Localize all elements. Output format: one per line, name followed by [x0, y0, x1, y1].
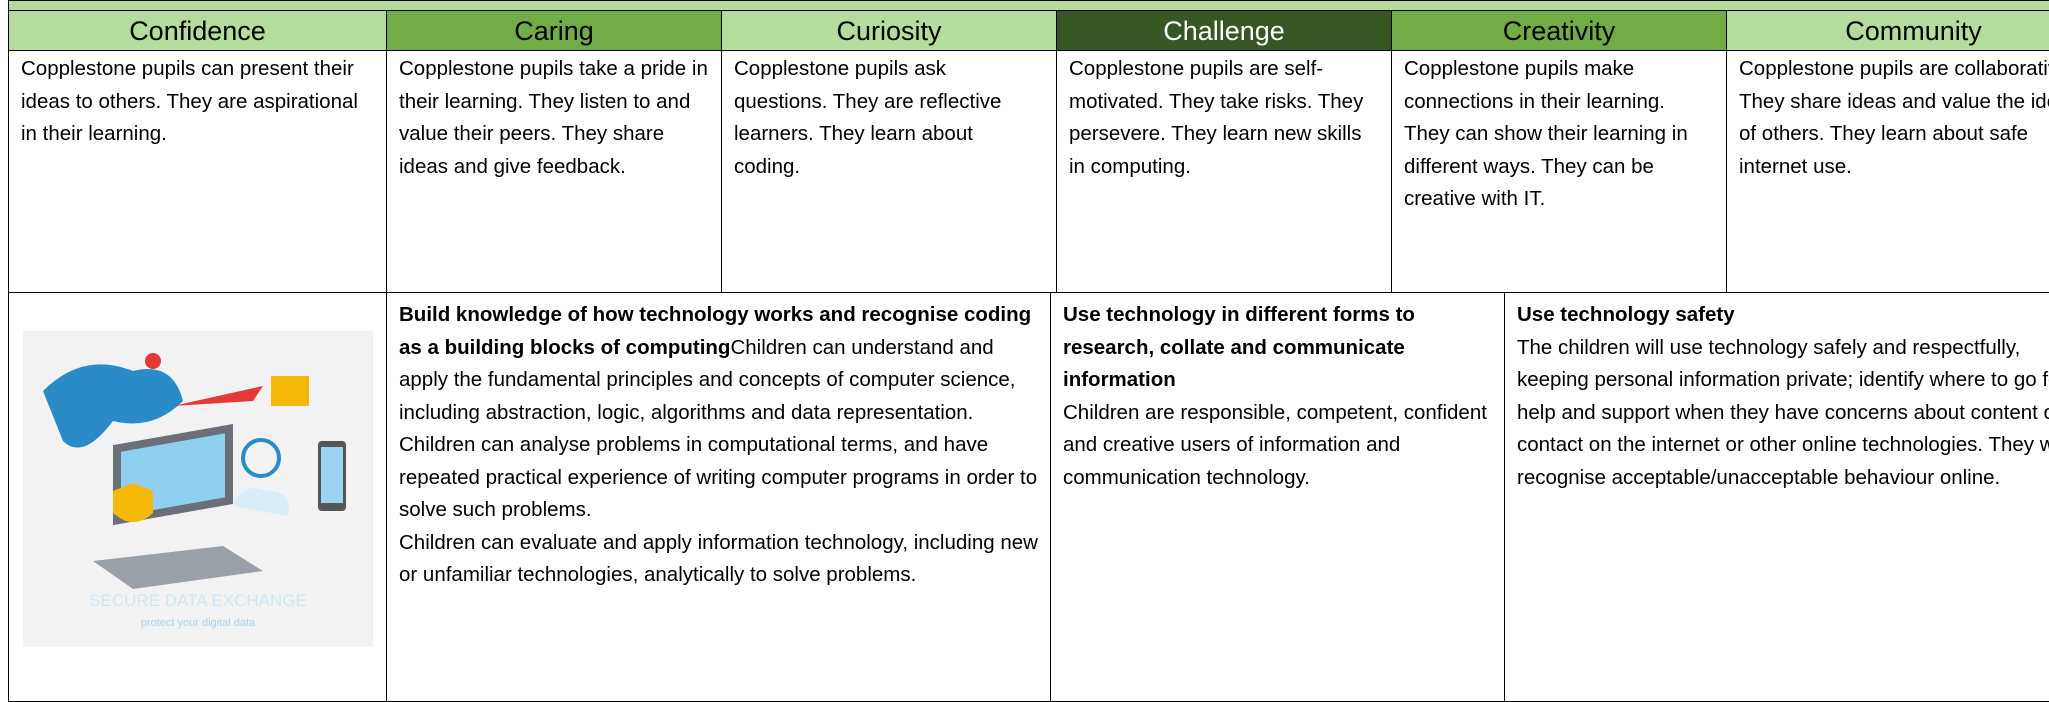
value-header: Confidence — [8, 10, 387, 51]
value-header: Community — [1726, 10, 2049, 51]
aim-cell: Use technology in different forms to res… — [1050, 292, 1505, 702]
aim-cell: Build knowledge of how technology works … — [386, 292, 1051, 702]
illustration: SECURE DATA EXCHANGE protect your digita… — [23, 331, 373, 647]
image-title: SECURE DATA EXCHANGE — [89, 591, 307, 610]
aim-text: Children can understand and apply the fu… — [399, 335, 1038, 522]
value-header: Creativity — [1391, 10, 1727, 51]
value-description: Copplestone pupils can present their ide… — [8, 50, 387, 293]
aim-text: Children can evaluate and apply informat… — [399, 530, 1038, 587]
image-cell: SECURE DATA EXCHANGE protect your digita… — [8, 292, 387, 702]
value-header: Challenge — [1056, 10, 1392, 51]
aim-heading: Use technology in different forms to res… — [1063, 303, 1415, 391]
aim-text: The children will use technology safely … — [1517, 335, 2049, 489]
value-header: Curiosity — [721, 10, 1057, 51]
value-header: Caring — [386, 10, 722, 51]
aim-heading: Use technology safety — [1517, 303, 1735, 326]
image-subtitle: protect your digital data — [141, 617, 256, 629]
value-description: Copplestone pupils make connections in t… — [1391, 50, 1727, 293]
value-description: Copplestone pupils take a pride in their… — [386, 50, 722, 293]
aim-cell: Use technology safety The children will u… — [1504, 292, 2049, 702]
aim-heading: Build knowledge of how technology works … — [399, 303, 1032, 359]
aim-text: Children are responsible, competent, con… — [1063, 400, 1487, 489]
value-description: Copplestone pupils ask questions. They a… — [721, 50, 1057, 293]
value-description: Copplestone pupils are collaborative. Th… — [1726, 50, 2049, 293]
value-description: Copplestone pupils are self-motivated. T… — [1056, 50, 1392, 293]
